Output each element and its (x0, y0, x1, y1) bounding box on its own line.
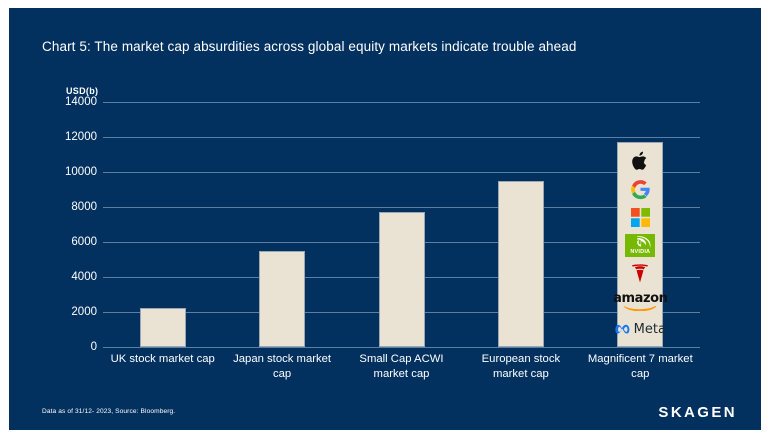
y-axis-tick-label: 14000 (65, 96, 97, 108)
y-axis-tick-label: 6000 (71, 236, 97, 248)
x-axis-tick-labels: UK stock market cap Japan stock market ca… (103, 352, 700, 398)
x-axis-label-5: Magnificent 7 market cap (587, 353, 693, 380)
y-axis-unit-label: USD(b) (66, 86, 99, 96)
bar-4[interactable] (497, 180, 544, 347)
x-axis-label-3: Small Cap ACWI market cap (359, 353, 444, 380)
y-axis-tick-labels: 0 2000 4000 6000 8000 10000 12000 14000 (33, 96, 97, 353)
y-axis-tick-label: 10000 (65, 166, 97, 178)
bar-3[interactable] (378, 212, 425, 347)
plot-area: NVIDIA amazon Meta (103, 102, 700, 348)
x-axis-label-1: UK stock market cap (110, 353, 215, 365)
magnificent-7-logo-stack: NVIDIA amazon Meta (613, 147, 668, 344)
amazon-logo: amazon (613, 292, 668, 312)
bar-2[interactable] (259, 250, 306, 347)
x-axis-label-4: European stock market cap (481, 353, 561, 380)
skagen-logo: SKAGEN (658, 404, 737, 421)
bar-1[interactable] (139, 307, 186, 347)
microsoft-logo (618, 207, 662, 227)
chart-slide: Chart 5: The market cap absurdities acro… (9, 8, 761, 430)
gridline (103, 172, 700, 173)
bar-5[interactable]: NVIDIA amazon Meta (613, 142, 668, 347)
source-note: Data as of 31/12- 2023, Source: Bloomber… (42, 408, 176, 415)
y-axis-tick-label: 2000 (71, 306, 97, 318)
nvidia-logo: NVIDIA (618, 234, 662, 257)
x-axis-label-2: Japan stock market cap (233, 353, 332, 380)
y-axis-tick-label: 0 (90, 341, 97, 353)
page-title: Chart 5: The market cap absurdities acro… (42, 39, 577, 54)
google-logo (618, 179, 662, 200)
gridline (103, 137, 700, 138)
apple-logo (618, 151, 662, 171)
y-axis-tick-label: 8000 (71, 201, 97, 213)
gridline (103, 102, 700, 103)
meta-logo: Meta (615, 320, 666, 340)
y-axis-tick-label: 4000 (71, 271, 97, 283)
y-axis-tick-label: 12000 (65, 131, 97, 143)
gridline (103, 207, 700, 208)
tesla-logo (618, 263, 662, 284)
gridline (103, 347, 700, 348)
